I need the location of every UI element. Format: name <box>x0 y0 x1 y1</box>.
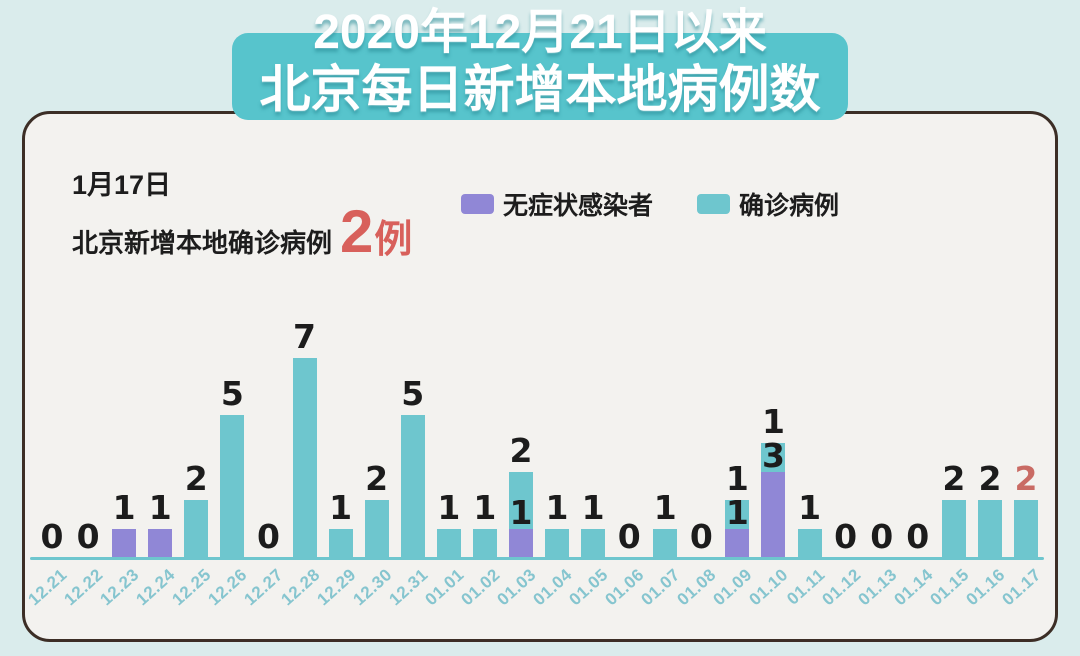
bar-value-label: 2 <box>509 430 533 470</box>
legend-label-confirmed: 确诊病例 <box>739 192 840 220</box>
asymptomatic-swatch-icon <box>461 194 494 214</box>
bar-segment-confirmed <box>545 528 570 557</box>
legend: 无症状感染者 确诊病例 <box>461 186 839 222</box>
bar-value-label: 2 <box>184 459 208 498</box>
headline-text: 北京新增本地确诊病例 <box>72 228 333 258</box>
bar-segment-asymptomatic <box>508 528 533 557</box>
bar-inner-asymptomatic-label: 1 <box>509 492 533 532</box>
bar-value-label: 0 <box>76 517 100 556</box>
bar-segment-confirmed <box>364 500 389 557</box>
bar-segment-confirmed <box>292 357 317 557</box>
bar-segment-confirmed <box>761 443 786 472</box>
bar-value-label: 2 <box>1014 459 1038 498</box>
bar-segment-asymptomatic <box>148 528 173 557</box>
bar-segment-confirmed <box>400 414 425 557</box>
bar-segment-confirmed <box>581 528 606 557</box>
bar-segment-confirmed <box>184 500 209 557</box>
bar-segment-confirmed <box>977 500 1002 557</box>
bar-segment-confirmed <box>508 471 533 529</box>
headline: 1月17日 北京新增本地确诊病例 2 例 <box>72 168 412 263</box>
bar-segment-asymptomatic <box>761 471 786 557</box>
bar-segment-confirmed <box>220 414 245 557</box>
bar-value-label: 1 <box>798 487 822 527</box>
x-axis-line <box>30 557 1044 560</box>
bar-value-label: 1 <box>581 487 605 527</box>
bar-value-label: 1 <box>725 459 749 498</box>
bar-value-label: 0 <box>617 517 641 556</box>
bar-value-label: 0 <box>906 517 930 556</box>
bar-segment-confirmed <box>436 528 461 557</box>
bar-value-label: 0 <box>834 517 858 556</box>
bar-value-label: 2 <box>978 459 1002 498</box>
legend-item-confirmed: 确诊病例 <box>697 186 839 222</box>
bar-inner-asymptomatic-label: 1 <box>725 492 749 532</box>
bar-value-label: 1 <box>761 402 785 441</box>
headline-unit: 例 <box>374 219 413 261</box>
bar-value-label: 0 <box>689 517 713 556</box>
headline-count: 2 <box>340 198 373 265</box>
bar-value-label: 1 <box>437 487 461 527</box>
headline-date: 1月17日 <box>72 170 172 200</box>
bar-value-label: 5 <box>220 373 244 413</box>
legend-label-asymptomatic: 无症状感染者 <box>503 192 654 220</box>
bar-inner-asymptomatic-label: 3 <box>761 435 785 475</box>
title-line2: 北京每日新增本地病例数 <box>259 61 821 118</box>
title-line1: 2020年12月21日以来 <box>313 6 767 59</box>
bar-value-label: 0 <box>870 517 894 556</box>
bar-value-label: 1 <box>112 487 136 527</box>
bar-value-label: 1 <box>545 487 569 527</box>
legend-item-asymptomatic: 无症状感染者 <box>461 186 653 222</box>
bar-value-label: 1 <box>653 487 677 527</box>
bar-value-label: 1 <box>148 487 172 527</box>
bar-value-label: 2 <box>365 459 389 498</box>
bar-value-label: 1 <box>329 487 353 527</box>
title-banner: 2020年12月21日以来 北京每日新增本地病例数 <box>232 6 848 120</box>
bar-segment-confirmed <box>725 500 750 529</box>
bar-segment-confirmed <box>1014 500 1038 557</box>
bar-segment-confirmed <box>472 528 497 557</box>
bar-value-label: 1 <box>473 487 497 527</box>
bar-segment-confirmed <box>797 528 822 557</box>
bar-value-label: 2 <box>942 459 966 498</box>
bar-segment-asymptomatic <box>112 528 137 557</box>
bar-value-label: 5 <box>401 373 425 413</box>
bar-segment-confirmed <box>328 528 353 557</box>
bar-value-label: 7 <box>293 316 316 356</box>
bar-segment-asymptomatic <box>725 528 750 557</box>
bar-segment-confirmed <box>941 500 966 557</box>
confirmed-swatch-icon <box>697 194 731 214</box>
bar-value-label: 0 <box>256 517 280 556</box>
bar-value-label: 0 <box>40 517 64 556</box>
bar-segment-confirmed <box>653 528 678 557</box>
